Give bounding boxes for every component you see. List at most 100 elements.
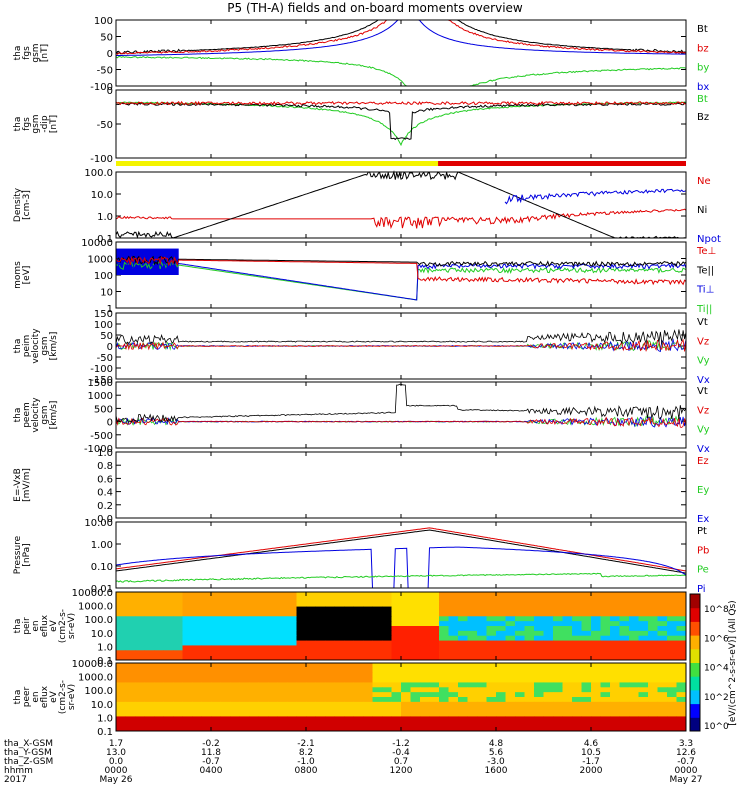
heatmap-cell bbox=[562, 621, 573, 627]
heatmap-cell bbox=[401, 626, 411, 632]
heatmap-cell bbox=[163, 697, 174, 703]
heatmap-cell bbox=[211, 621, 221, 627]
heatmap-cell bbox=[163, 721, 174, 727]
heatmap-cell bbox=[163, 687, 174, 693]
y-tick-label: 100 bbox=[94, 320, 113, 331]
heatmap-cell bbox=[524, 706, 535, 713]
heatmap-cell bbox=[287, 687, 297, 693]
heatmap-cell bbox=[562, 592, 573, 598]
heatmap-cell bbox=[192, 701, 202, 708]
heatmap-cell bbox=[135, 630, 145, 637]
heatmap-cell bbox=[230, 592, 240, 598]
heatmap-cell bbox=[638, 592, 649, 598]
heatmap-cell bbox=[429, 592, 440, 598]
heatmap-cell bbox=[619, 592, 630, 598]
heatmap-cell bbox=[610, 645, 620, 651]
heatmap-cell bbox=[676, 592, 687, 598]
y-tick-label: 1.0 bbox=[97, 212, 113, 223]
heatmap-cell bbox=[334, 711, 345, 717]
heatmap-cell bbox=[211, 716, 221, 722]
heatmap-cell bbox=[467, 697, 478, 703]
heatmap-cell bbox=[610, 677, 620, 683]
heatmap-cell bbox=[353, 721, 364, 727]
heatmap-cell bbox=[182, 611, 193, 617]
heatmap-cell bbox=[249, 596, 259, 603]
heatmap-cell bbox=[448, 711, 459, 717]
heatmap-cell bbox=[667, 592, 677, 598]
heatmap-cell bbox=[420, 721, 430, 727]
y-tick-label: 10000.0 bbox=[72, 659, 113, 670]
heatmap-cell bbox=[135, 721, 145, 727]
heatmap-cell bbox=[182, 726, 193, 732]
heatmap-cell bbox=[391, 650, 402, 656]
heatmap-cell bbox=[572, 630, 582, 637]
heatmap-cell bbox=[401, 640, 411, 646]
heatmap-cell bbox=[125, 596, 136, 603]
heatmap-cell bbox=[534, 721, 544, 727]
heatmap-cell bbox=[391, 667, 402, 674]
heatmap-cell bbox=[163, 645, 174, 651]
heatmap-cell bbox=[334, 706, 345, 713]
heatmap-cell bbox=[287, 672, 297, 679]
heatmap-cell bbox=[477, 621, 487, 627]
heatmap-cell bbox=[230, 645, 240, 651]
y-axis-label: gsm bbox=[40, 405, 50, 424]
heatmap-cell bbox=[239, 701, 250, 708]
heatmap-cell bbox=[496, 697, 506, 703]
heatmap-cell bbox=[401, 672, 411, 679]
heatmap-cell bbox=[477, 687, 487, 693]
heatmap-cell bbox=[135, 726, 145, 732]
y-tick-label: 10000 bbox=[81, 238, 113, 249]
heatmap-cell bbox=[600, 667, 611, 674]
heatmap-cell bbox=[515, 697, 525, 703]
heatmap-cell bbox=[477, 592, 487, 598]
heatmap-cell bbox=[505, 630, 516, 637]
heatmap-cell bbox=[154, 687, 164, 693]
heatmap-cell bbox=[553, 672, 563, 679]
legend-entry: Te⊥ bbox=[696, 246, 716, 257]
heatmap-cell bbox=[581, 601, 592, 608]
heatmap-cell bbox=[581, 677, 592, 683]
heatmap-cell bbox=[258, 592, 269, 598]
heatmap-cell bbox=[667, 596, 677, 603]
heatmap-cell bbox=[363, 687, 373, 693]
heatmap-cell bbox=[657, 677, 668, 683]
heatmap-cell bbox=[410, 645, 421, 651]
heatmap-cell bbox=[230, 667, 240, 674]
heatmap-cell bbox=[125, 626, 136, 632]
heatmap-cell bbox=[439, 711, 449, 717]
heatmap-cell bbox=[163, 701, 174, 708]
heatmap-cell bbox=[467, 721, 478, 727]
series-line bbox=[115, 259, 687, 301]
heatmap-cell bbox=[306, 626, 316, 632]
heatmap-cell bbox=[334, 611, 345, 617]
heatmap-cell bbox=[182, 616, 193, 622]
heatmap-cell bbox=[211, 726, 221, 732]
heatmap-cell bbox=[610, 701, 620, 708]
heatmap-cell bbox=[344, 677, 354, 683]
heatmap-cell bbox=[287, 663, 297, 669]
heatmap-cell bbox=[439, 692, 449, 698]
heatmap-cell bbox=[391, 701, 402, 708]
heatmap-cell bbox=[467, 701, 478, 708]
panel-content bbox=[115, 383, 687, 428]
y-tick-label: 100.0 bbox=[84, 686, 113, 697]
y-axis-label: fgs bbox=[22, 46, 32, 60]
heatmap-cell bbox=[448, 697, 459, 703]
heatmap-cell bbox=[572, 721, 582, 727]
heatmap-cell bbox=[657, 706, 668, 713]
heatmap-cell bbox=[211, 672, 221, 679]
heatmap-cell bbox=[230, 706, 240, 713]
heatmap-cell bbox=[610, 697, 620, 703]
heatmap-cell bbox=[287, 616, 297, 622]
y-tick-label: 50 bbox=[100, 331, 113, 342]
heatmap-cell bbox=[325, 697, 335, 703]
heatmap-cell bbox=[125, 601, 136, 608]
heatmap-cell bbox=[306, 592, 316, 598]
heatmap-cell bbox=[201, 697, 212, 703]
heatmap-cell bbox=[344, 721, 354, 727]
colorbar-segment bbox=[690, 648, 700, 663]
heatmap-cell bbox=[581, 645, 592, 651]
heatmap-cell bbox=[239, 682, 250, 688]
heatmap-cell bbox=[657, 716, 668, 722]
